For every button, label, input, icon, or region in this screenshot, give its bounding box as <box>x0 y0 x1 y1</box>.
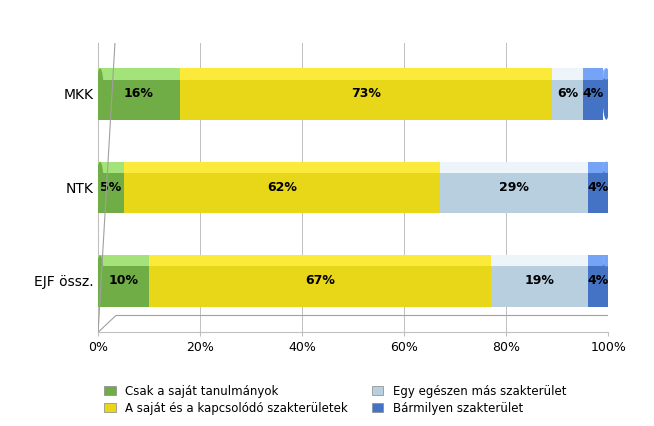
Text: 73%: 73% <box>351 87 381 101</box>
Bar <box>149 255 491 267</box>
Ellipse shape <box>602 162 610 173</box>
Bar <box>124 162 440 213</box>
Bar <box>98 68 180 80</box>
Ellipse shape <box>602 255 610 267</box>
Bar <box>440 162 588 173</box>
Bar <box>552 68 583 80</box>
Bar <box>180 68 552 80</box>
Text: 16%: 16% <box>124 87 154 101</box>
Ellipse shape <box>96 68 104 120</box>
Bar <box>491 255 588 267</box>
Ellipse shape <box>602 162 610 213</box>
Bar <box>491 255 588 307</box>
Bar <box>149 255 491 307</box>
Bar <box>98 162 124 213</box>
Bar <box>124 162 440 173</box>
Bar <box>98 255 149 267</box>
Bar <box>588 162 608 213</box>
Bar <box>180 68 552 120</box>
Bar <box>588 162 608 173</box>
Ellipse shape <box>602 68 610 80</box>
Text: 4%: 4% <box>587 274 609 288</box>
Text: 62%: 62% <box>267 181 297 194</box>
Bar <box>98 68 180 120</box>
Bar <box>583 68 603 80</box>
Ellipse shape <box>602 255 610 307</box>
Bar <box>98 255 149 307</box>
Legend: Csak a saját tanulmányok, A saját és a kapcsolódó szakterületek, Egy egészen más: Csak a saját tanulmányok, A saját és a k… <box>104 385 566 414</box>
Text: 29%: 29% <box>499 181 529 194</box>
Bar <box>588 255 608 267</box>
Bar <box>98 162 124 173</box>
Bar <box>583 68 603 120</box>
Text: 4%: 4% <box>587 181 609 194</box>
Ellipse shape <box>602 68 610 120</box>
Bar <box>552 68 583 120</box>
Text: 4%: 4% <box>582 87 604 101</box>
Text: 67%: 67% <box>305 274 335 288</box>
Text: 19%: 19% <box>525 274 555 288</box>
Text: 5%: 5% <box>100 181 122 194</box>
Ellipse shape <box>96 255 104 307</box>
Ellipse shape <box>96 162 104 213</box>
Bar <box>588 255 608 307</box>
Text: 6%: 6% <box>557 87 578 101</box>
Bar <box>440 162 588 213</box>
Text: 10%: 10% <box>109 274 139 288</box>
